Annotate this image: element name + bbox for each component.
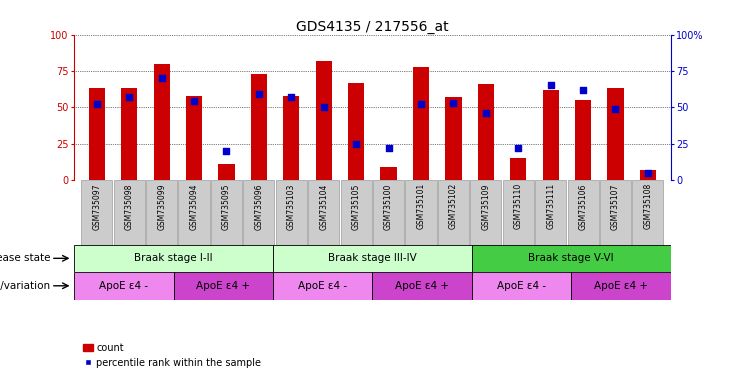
Bar bbox=[413, 66, 429, 180]
Bar bbox=[243, 180, 274, 245]
Bar bbox=[186, 96, 202, 180]
Text: ApoE ε4 -: ApoE ε4 - bbox=[497, 281, 546, 291]
Point bbox=[545, 83, 556, 89]
Point bbox=[156, 75, 167, 81]
Text: Braak stage III-IV: Braak stage III-IV bbox=[328, 253, 416, 263]
Bar bbox=[250, 74, 267, 180]
Bar bbox=[113, 180, 144, 245]
Text: GSM735109: GSM735109 bbox=[482, 183, 491, 230]
Text: GSM735103: GSM735103 bbox=[287, 183, 296, 230]
Text: Braak stage V-VI: Braak stage V-VI bbox=[528, 253, 614, 263]
Text: GSM735097: GSM735097 bbox=[93, 183, 102, 230]
Bar bbox=[273, 245, 472, 272]
Point bbox=[415, 101, 427, 108]
Bar bbox=[510, 158, 526, 180]
Bar bbox=[121, 88, 137, 180]
Bar bbox=[438, 180, 469, 245]
Bar bbox=[341, 180, 372, 245]
Bar bbox=[82, 180, 113, 245]
Bar bbox=[445, 97, 462, 180]
Point bbox=[188, 98, 200, 104]
Point bbox=[382, 145, 394, 151]
Bar bbox=[276, 180, 307, 245]
Point bbox=[480, 110, 492, 116]
Bar bbox=[146, 180, 177, 245]
Text: GSM735101: GSM735101 bbox=[416, 183, 425, 230]
Point bbox=[512, 145, 524, 151]
Bar bbox=[471, 180, 502, 245]
Bar bbox=[348, 83, 365, 180]
Bar bbox=[502, 180, 534, 245]
Point bbox=[577, 87, 589, 93]
Bar bbox=[478, 84, 494, 180]
Point bbox=[221, 148, 233, 154]
Bar bbox=[74, 245, 273, 272]
Bar bbox=[89, 88, 105, 180]
Text: disease state: disease state bbox=[0, 253, 51, 263]
Bar bbox=[219, 164, 235, 180]
Text: GSM735106: GSM735106 bbox=[579, 183, 588, 230]
Text: GSM735107: GSM735107 bbox=[611, 183, 620, 230]
Point bbox=[318, 104, 330, 110]
Text: GSM735095: GSM735095 bbox=[222, 183, 231, 230]
Text: GSM735100: GSM735100 bbox=[384, 183, 393, 230]
Bar bbox=[568, 180, 599, 245]
Bar bbox=[571, 272, 671, 300]
Bar bbox=[373, 272, 472, 300]
Text: ApoE ε4 +: ApoE ε4 + bbox=[196, 281, 250, 291]
Point bbox=[91, 101, 103, 108]
Bar bbox=[283, 96, 299, 180]
Bar bbox=[380, 167, 396, 180]
Point bbox=[610, 106, 622, 112]
Title: GDS4135 / 217556_at: GDS4135 / 217556_at bbox=[296, 20, 448, 33]
Bar bbox=[472, 272, 571, 300]
Text: GSM735110: GSM735110 bbox=[514, 183, 522, 230]
Text: GSM735108: GSM735108 bbox=[643, 183, 652, 230]
Point bbox=[350, 141, 362, 147]
Bar bbox=[639, 170, 656, 180]
Text: GSM735104: GSM735104 bbox=[319, 183, 328, 230]
Bar bbox=[608, 88, 624, 180]
Text: GSM735105: GSM735105 bbox=[352, 183, 361, 230]
Bar bbox=[179, 180, 210, 245]
Text: GSM735098: GSM735098 bbox=[124, 183, 133, 230]
Bar bbox=[74, 272, 173, 300]
Text: ApoE ε4 +: ApoE ε4 + bbox=[594, 281, 648, 291]
Bar bbox=[153, 64, 170, 180]
Text: GSM735099: GSM735099 bbox=[157, 183, 166, 230]
Bar bbox=[373, 180, 404, 245]
Bar bbox=[535, 180, 566, 245]
Text: GSM735102: GSM735102 bbox=[449, 183, 458, 230]
Bar bbox=[173, 272, 273, 300]
Bar bbox=[542, 90, 559, 180]
Bar bbox=[273, 272, 373, 300]
Bar bbox=[472, 245, 671, 272]
Bar bbox=[211, 180, 242, 245]
Point bbox=[448, 100, 459, 106]
Text: GSM735096: GSM735096 bbox=[254, 183, 263, 230]
Bar bbox=[308, 180, 339, 245]
Bar bbox=[405, 180, 436, 245]
Text: ApoE ε4 -: ApoE ε4 - bbox=[298, 281, 348, 291]
Point bbox=[642, 170, 654, 176]
Text: Braak stage I-II: Braak stage I-II bbox=[134, 253, 213, 263]
Point bbox=[123, 94, 135, 100]
Bar bbox=[600, 180, 631, 245]
Text: ApoE ε4 -: ApoE ε4 - bbox=[99, 281, 148, 291]
Text: genotype/variation: genotype/variation bbox=[0, 281, 51, 291]
Bar bbox=[316, 61, 332, 180]
Point bbox=[253, 91, 265, 97]
Point bbox=[285, 94, 297, 100]
Bar bbox=[632, 180, 663, 245]
Text: ApoE ε4 +: ApoE ε4 + bbox=[395, 281, 449, 291]
Legend: count, percentile rank within the sample: count, percentile rank within the sample bbox=[79, 339, 265, 371]
Text: GSM735111: GSM735111 bbox=[546, 183, 555, 229]
Bar bbox=[575, 100, 591, 180]
Text: GSM735094: GSM735094 bbox=[190, 183, 199, 230]
